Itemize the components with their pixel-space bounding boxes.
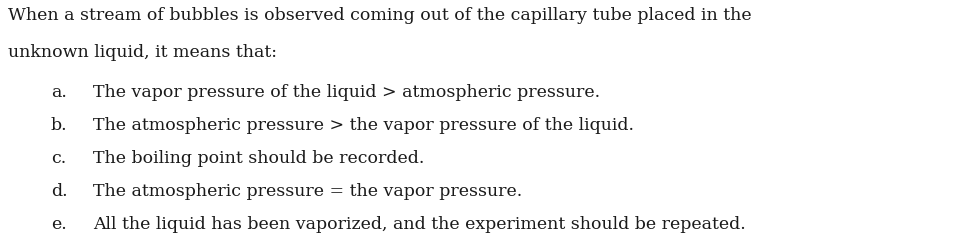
Text: b.: b. <box>51 117 67 134</box>
Text: c.: c. <box>51 150 67 167</box>
Text: The atmospheric pressure > the vapor pressure of the liquid.: The atmospheric pressure > the vapor pre… <box>93 117 634 134</box>
Text: The boiling point should be recorded.: The boiling point should be recorded. <box>93 150 423 167</box>
Text: All the liquid has been vaporized, and the experiment should be repeated.: All the liquid has been vaporized, and t… <box>93 216 745 233</box>
Text: a.: a. <box>51 84 67 101</box>
Text: The atmospheric pressure = the vapor pressure.: The atmospheric pressure = the vapor pre… <box>93 183 521 200</box>
Text: When a stream of bubbles is observed coming out of the capillary tube placed in : When a stream of bubbles is observed com… <box>8 7 751 24</box>
Text: unknown liquid, it means that:: unknown liquid, it means that: <box>8 44 277 61</box>
Text: The vapor pressure of the liquid > atmospheric pressure.: The vapor pressure of the liquid > atmos… <box>93 84 600 101</box>
Text: d.: d. <box>51 183 67 200</box>
Text: e.: e. <box>51 216 67 233</box>
